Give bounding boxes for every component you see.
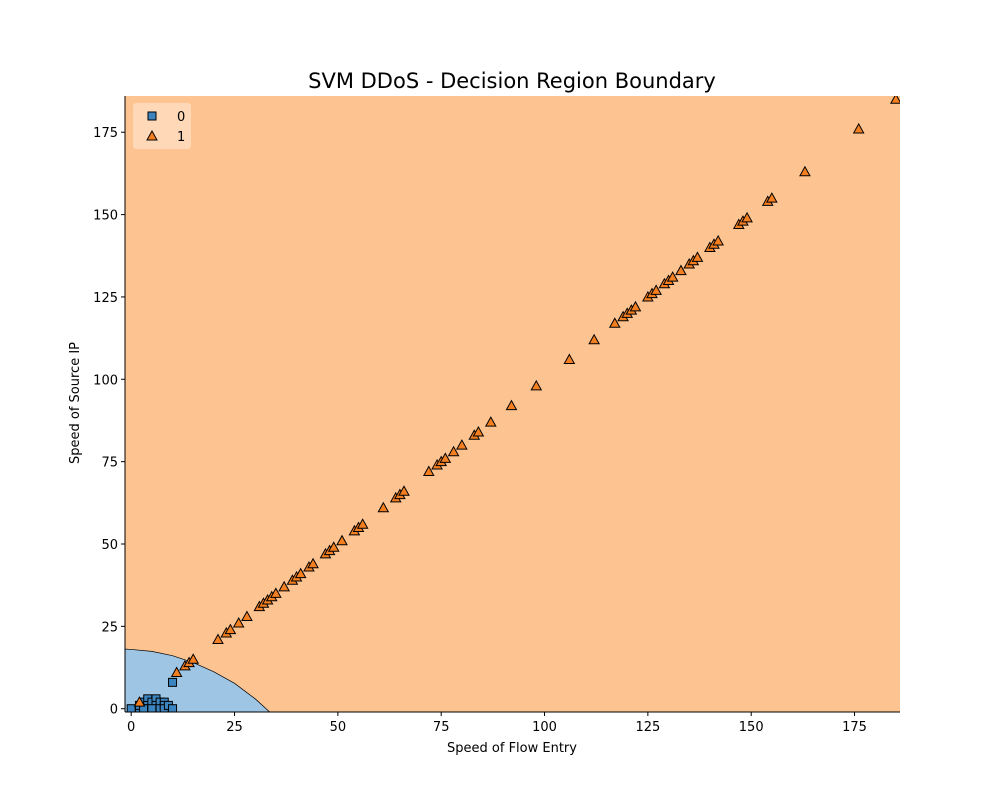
y-tick-label: 125: [93, 291, 118, 306]
y-tick-label: 100: [93, 373, 118, 388]
y-axis-label: Speed of Source IP: [68, 342, 83, 464]
data-point-class-1: [472, 425, 485, 437]
data-point-class-1: [666, 271, 679, 282]
x-tick-label: 25: [226, 720, 243, 735]
data-point-class-1: [766, 192, 778, 203]
y-tick-label: 75: [101, 456, 118, 471]
data-point-class-1: [650, 284, 662, 295]
data-point-class-1: [439, 452, 452, 463]
legend-label-1: 1: [177, 130, 185, 145]
decision-region-0: [125, 649, 270, 712]
x-tick-label: 175: [842, 720, 867, 735]
plot-area: [125, 96, 900, 712]
y-tick-label: 150: [93, 209, 118, 224]
data-point-class-1: [170, 666, 183, 677]
data-point-class-1: [691, 251, 704, 262]
data-point-class-1: [629, 300, 642, 312]
data-point-class-1: [294, 567, 307, 579]
data-point-class-1: [563, 353, 576, 365]
data-point-class-0: [147, 704, 157, 712]
data-point-class-1: [241, 610, 253, 621]
data-point-class-1: [224, 623, 237, 635]
x-axis-label: Speed of Flow Entry: [447, 741, 577, 756]
x-tick-label: 0: [127, 720, 135, 735]
legend-label-0: 0: [177, 110, 185, 125]
data-point-class-1: [530, 379, 543, 391]
data-point-class-1: [608, 317, 621, 328]
x-tick-label: 75: [433, 720, 450, 735]
x-tick-label: 150: [739, 720, 764, 735]
data-point-class-0: [168, 704, 178, 712]
legend-marker-1: [146, 129, 158, 141]
data-point-class-1: [232, 617, 245, 628]
x-tick-label: 100: [532, 720, 557, 735]
data-point-class-1: [588, 333, 600, 345]
data-point-class-1: [307, 557, 319, 569]
y-axis: 0 25 50 75 100 125 150 175: [93, 96, 126, 718]
data-point-class-1: [212, 633, 224, 645]
legend: 01: [133, 103, 191, 149]
data-point-class-1: [327, 541, 340, 552]
data-point-class-1: [398, 485, 410, 496]
data-point-class-1: [447, 445, 460, 457]
chart-title: SVM DDoS - Decision Region Boundary: [308, 69, 716, 93]
data-point-class-1: [484, 416, 497, 427]
data-point-class-1: [133, 696, 146, 707]
data-point-class-1: [278, 580, 290, 592]
data-point-class-1: [356, 518, 369, 529]
y-tick-label: 50: [101, 538, 118, 553]
data-point-class-1: [741, 211, 753, 223]
x-tick-label: 125: [635, 720, 660, 735]
x-tick-label: 50: [330, 720, 347, 735]
data-point-class-1: [336, 534, 348, 546]
x-axis: 0 25 50 75 100 125 150 175: [125, 711, 900, 735]
y-tick-label: 0: [110, 703, 118, 718]
data-point-class-1: [456, 439, 468, 450]
data-point-class-1: [422, 465, 435, 477]
data-point-class-1: [505, 399, 518, 411]
data-point-class-1: [852, 122, 865, 134]
data-point-class-1: [377, 501, 390, 513]
data-point-class-1: [270, 587, 282, 598]
y-tick-label: 175: [93, 126, 118, 141]
legend-marker-0: [147, 111, 157, 121]
data-point-class-1: [799, 165, 811, 177]
y-tick-label: 25: [101, 620, 118, 635]
data-point-class-1: [712, 234, 724, 246]
data-point-class-1: [187, 653, 200, 664]
data-point-class-1: [890, 96, 900, 104]
data-point-class-1: [675, 264, 687, 276]
data-point-class-0: [168, 677, 178, 687]
